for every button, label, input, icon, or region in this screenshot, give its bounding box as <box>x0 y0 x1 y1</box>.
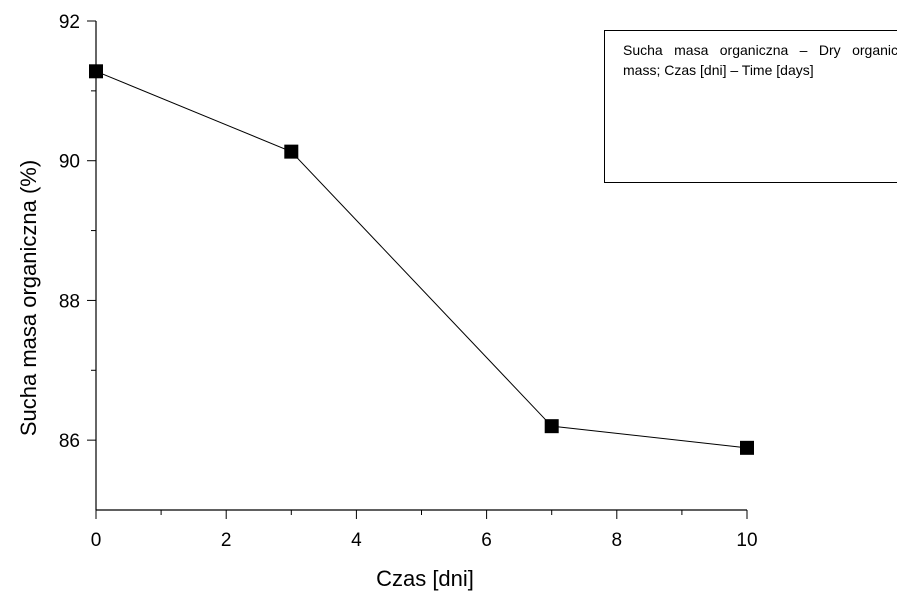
x-tick-label: 2 <box>221 530 232 551</box>
ticks <box>87 20 748 519</box>
x-tick-label: 6 <box>481 530 492 551</box>
data-point-marker <box>89 64 103 79</box>
x-tick-label: 8 <box>612 530 623 551</box>
series-polyline <box>95 70 748 449</box>
y-tick-label: 88 <box>59 291 80 312</box>
y-tick-label: 90 <box>59 152 80 173</box>
x-tick-label: 10 <box>736 530 757 551</box>
x-tick-label: 4 <box>351 530 362 551</box>
annotation-box <box>604 30 897 183</box>
tick-labels: 0 2 4 6 8 10 86 88 90 92 <box>59 12 758 551</box>
y-tick-label: 86 <box>59 431 80 452</box>
data-markers <box>89 64 754 455</box>
x-axis-title: Czas [dni] <box>376 566 474 591</box>
y-axis-title: Sucha masa organiczna (%) <box>16 160 41 436</box>
data-point-marker <box>740 440 754 455</box>
data-point-marker <box>544 419 559 434</box>
y-tick-label: 92 <box>59 12 80 33</box>
x-tick-label: 0 <box>91 530 102 551</box>
series-line <box>95 70 748 449</box>
data-point-marker <box>284 144 299 159</box>
annotation-text: Sucha masa organiczna – Dry organic mass… <box>623 42 897 78</box>
